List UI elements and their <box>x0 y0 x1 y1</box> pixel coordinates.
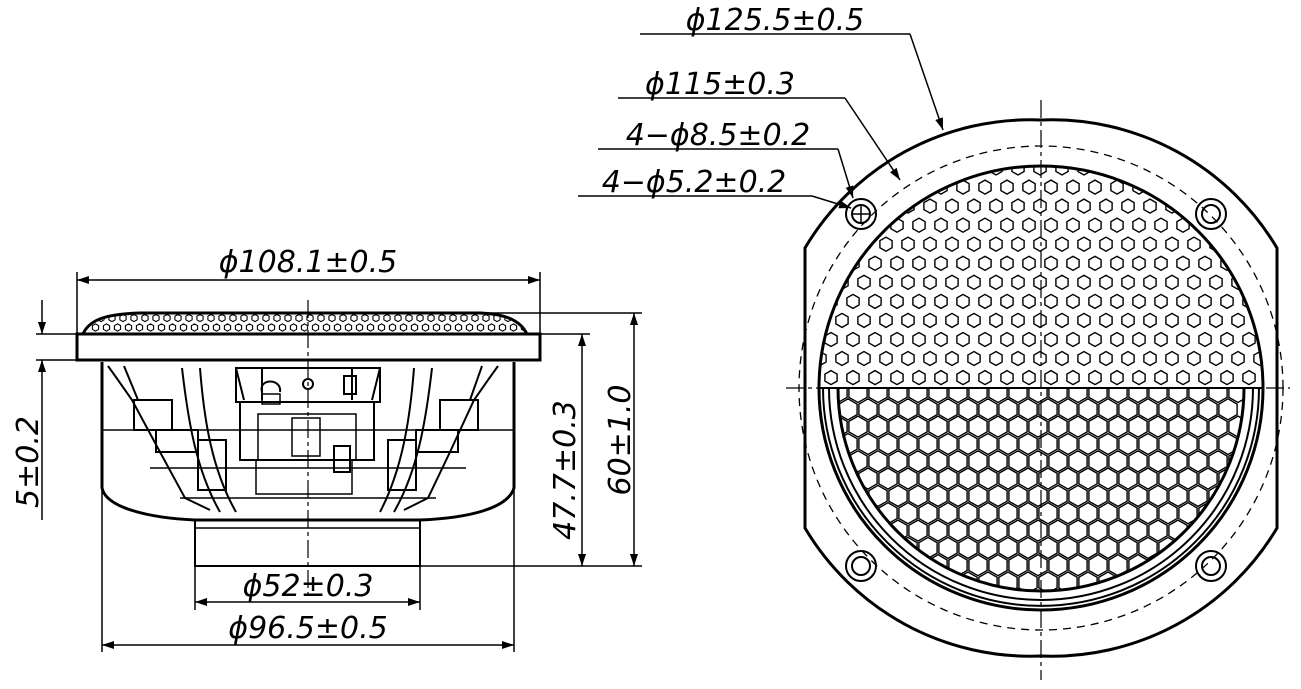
front-grille-top <box>819 166 1263 386</box>
holes-85-label: 4−ϕ8.5±0.2 <box>626 118 811 153</box>
mounting-holes <box>845 198 1227 582</box>
dim-477-label: 47.7±0.3 <box>548 400 583 540</box>
dim-52-label: ϕ52±0.3 <box>243 569 374 604</box>
dim-965-label: ϕ96.5±0.5 <box>228 611 387 646</box>
dim-115-label: ϕ115±0.3 <box>645 67 795 102</box>
basket-spokes <box>107 365 499 513</box>
grille-holes <box>86 313 527 332</box>
terminal-tab <box>333 445 351 473</box>
dim-60-label: 60±1.0 <box>603 384 638 495</box>
terminal-board <box>239 401 375 461</box>
grille-dome <box>81 311 529 335</box>
dim-5-label: 5±0.2 <box>11 416 46 508</box>
dim-108-label: ϕ108.1±0.5 <box>219 245 398 280</box>
mounting-frame <box>803 118 1279 658</box>
side-view: ϕ108.1±0.5 ϕ52±0.3 ϕ96.5±0.5 5±0.2 47.7±… <box>11 245 642 652</box>
front-grille-bottom <box>838 388 1244 591</box>
dim-125-label: ϕ125.5±0.5 <box>686 3 865 38</box>
front-view: ϕ125.5±0.5 ϕ115±0.3 4−ϕ8.5±0.2 4−ϕ5.2±0.… <box>578 3 1290 680</box>
holes-52-label: 4−ϕ5.2±0.2 <box>602 165 787 200</box>
